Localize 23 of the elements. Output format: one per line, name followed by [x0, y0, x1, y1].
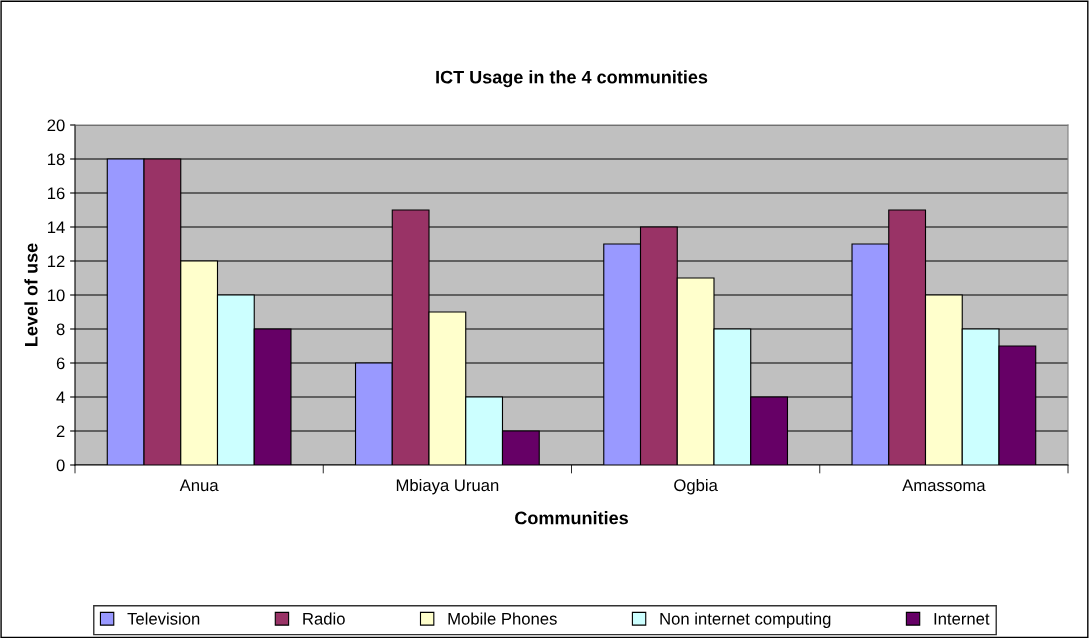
y-tick-label: 6: [56, 357, 65, 370]
legend-label: Internet: [934, 613, 990, 625]
y-tick-label: 4: [56, 391, 65, 404]
y-axis-title: Level of use: [24, 243, 38, 346]
y-tick-label: 10: [48, 289, 65, 302]
x-tick-label: Amassoma: [902, 479, 986, 492]
y-tick-label: 8: [56, 323, 65, 336]
y-tick-label: 2: [56, 425, 65, 438]
y-tick-label: 16: [48, 187, 65, 200]
legend-label: Radio: [303, 612, 345, 625]
x-tick-label: Mbiaya Uruan: [396, 478, 499, 495]
y-tick-label: 12: [48, 255, 65, 268]
chart-title: ICT Usage in the 4 communities: [436, 70, 708, 88]
x-tick-label: Ogbia: [674, 478, 718, 495]
legend-label: Television: [127, 612, 200, 625]
y-tick-label: 20: [47, 119, 65, 132]
x-axis-title: Communities: [515, 511, 628, 525]
legend-label: Non internet computing: [660, 612, 831, 628]
x-tick-label: Anua: [179, 479, 219, 492]
y-tick-label: 18: [48, 153, 65, 166]
y-tick-label: 14: [48, 221, 65, 234]
legend-label: Mobile Phones: [448, 612, 557, 625]
y-tick-label: 0: [56, 459, 65, 472]
